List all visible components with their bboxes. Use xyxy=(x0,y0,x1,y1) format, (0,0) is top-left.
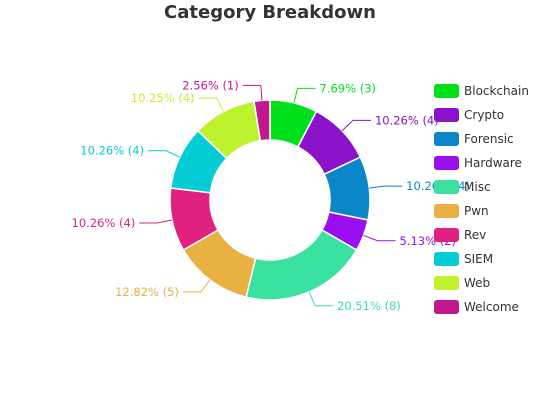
legend-swatch-hardware[interactable] xyxy=(434,156,459,170)
chart-title: Category Breakdown xyxy=(164,2,376,23)
leader-line-blockchain xyxy=(293,87,316,104)
leader-line-forensic xyxy=(369,185,403,189)
legend-swatch-welcome[interactable] xyxy=(434,300,459,314)
legend-label-pwn[interactable]: Pwn xyxy=(464,204,489,218)
legend-label-misc[interactable]: Misc xyxy=(464,180,491,194)
slice-misc[interactable] xyxy=(245,228,358,301)
leader-line-web xyxy=(198,97,224,112)
legend-swatch-pwn[interactable] xyxy=(434,204,459,218)
legend-label-hardware[interactable]: Hardware xyxy=(464,156,522,170)
leader-line-misc xyxy=(308,291,334,307)
leader-line-hardware xyxy=(363,234,396,242)
data-label-misc: 20.51% (8) xyxy=(337,299,401,313)
legend-swatch-blockchain[interactable] xyxy=(434,84,459,98)
legend: Blockchain Crypto Forensic Hardware Misc Pwn R… xyxy=(434,84,529,314)
data-label-crypto: 10.26% (4) xyxy=(375,113,439,127)
leader-line-welcome xyxy=(242,84,263,101)
legend-label-crypto[interactable]: Crypto xyxy=(464,108,504,122)
slice-welcome[interactable] xyxy=(253,99,271,142)
legend-label-welcome[interactable]: Welcome xyxy=(464,300,519,314)
legend-label-siem[interactable]: SIEM xyxy=(464,252,493,266)
labels-group: 7.69% (3)10.26% (4)10.26% (4)5.13% (2)20… xyxy=(72,78,470,312)
leader-line-pwn xyxy=(182,279,211,293)
data-label-rev: 10.26% (4) xyxy=(72,216,136,230)
leader-line-crypto xyxy=(341,119,371,132)
legend-swatch-forensic[interactable] xyxy=(434,132,459,146)
legend-label-forensic[interactable]: Forensic xyxy=(464,132,514,146)
slices-group xyxy=(169,99,371,301)
legend-label-rev[interactable]: Rev xyxy=(464,228,486,242)
leader-line-rev xyxy=(139,219,173,224)
legend-swatch-misc[interactable] xyxy=(434,180,459,194)
legend-swatch-web[interactable] xyxy=(434,276,459,290)
data-label-siem: 10.26% (4) xyxy=(80,144,144,158)
legend-label-blockchain[interactable]: Blockchain xyxy=(464,84,529,98)
data-label-web: 10.25% (4) xyxy=(131,91,195,105)
legend-swatch-siem[interactable] xyxy=(434,252,459,266)
data-label-blockchain: 7.69% (3) xyxy=(320,81,376,95)
legend-swatch-rev[interactable] xyxy=(434,228,459,242)
leader-line-siem xyxy=(148,150,180,158)
data-label-pwn: 12.82% (5) xyxy=(115,285,179,299)
legend-swatch-crypto[interactable] xyxy=(434,108,459,122)
data-label-welcome: 2.56% (1) xyxy=(182,78,238,92)
legend-label-web[interactable]: Web xyxy=(464,276,490,290)
